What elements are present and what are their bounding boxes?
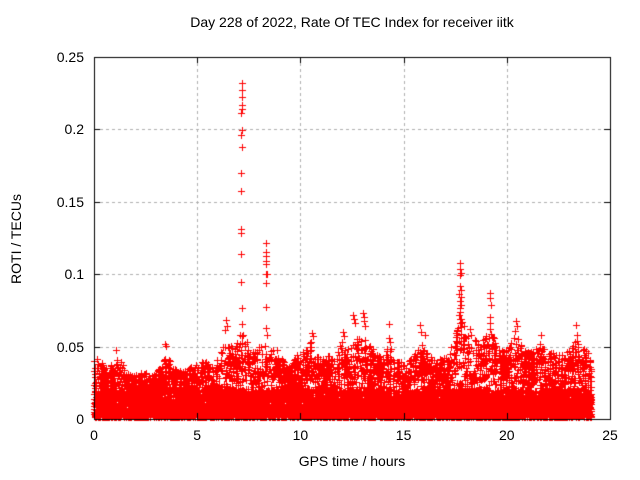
y-tick-label: 0.2 [64,121,84,138]
y-axis-label: ROTI / TECUs [8,194,24,284]
y-tick-label: 0 [76,411,84,427]
chart-title: Day 228 of 2022, Rate Of TEC Index for r… [190,14,514,30]
y-tick-label: 0.1 [64,266,84,283]
x-tick-label: 10 [292,427,309,443]
y-tick-label: 0.15 [56,193,84,210]
x-tick-label: 20 [499,427,515,443]
x-axis-label: GPS time / hours [298,453,406,469]
x-tick-label: 0 [90,427,98,443]
x-tick-label: 25 [602,427,618,443]
y-tick-label: 0.05 [56,338,84,355]
x-tick-label: 5 [193,427,202,443]
y-tick-label: 0.25 [56,49,84,65]
x-tick-label: 15 [395,427,412,443]
